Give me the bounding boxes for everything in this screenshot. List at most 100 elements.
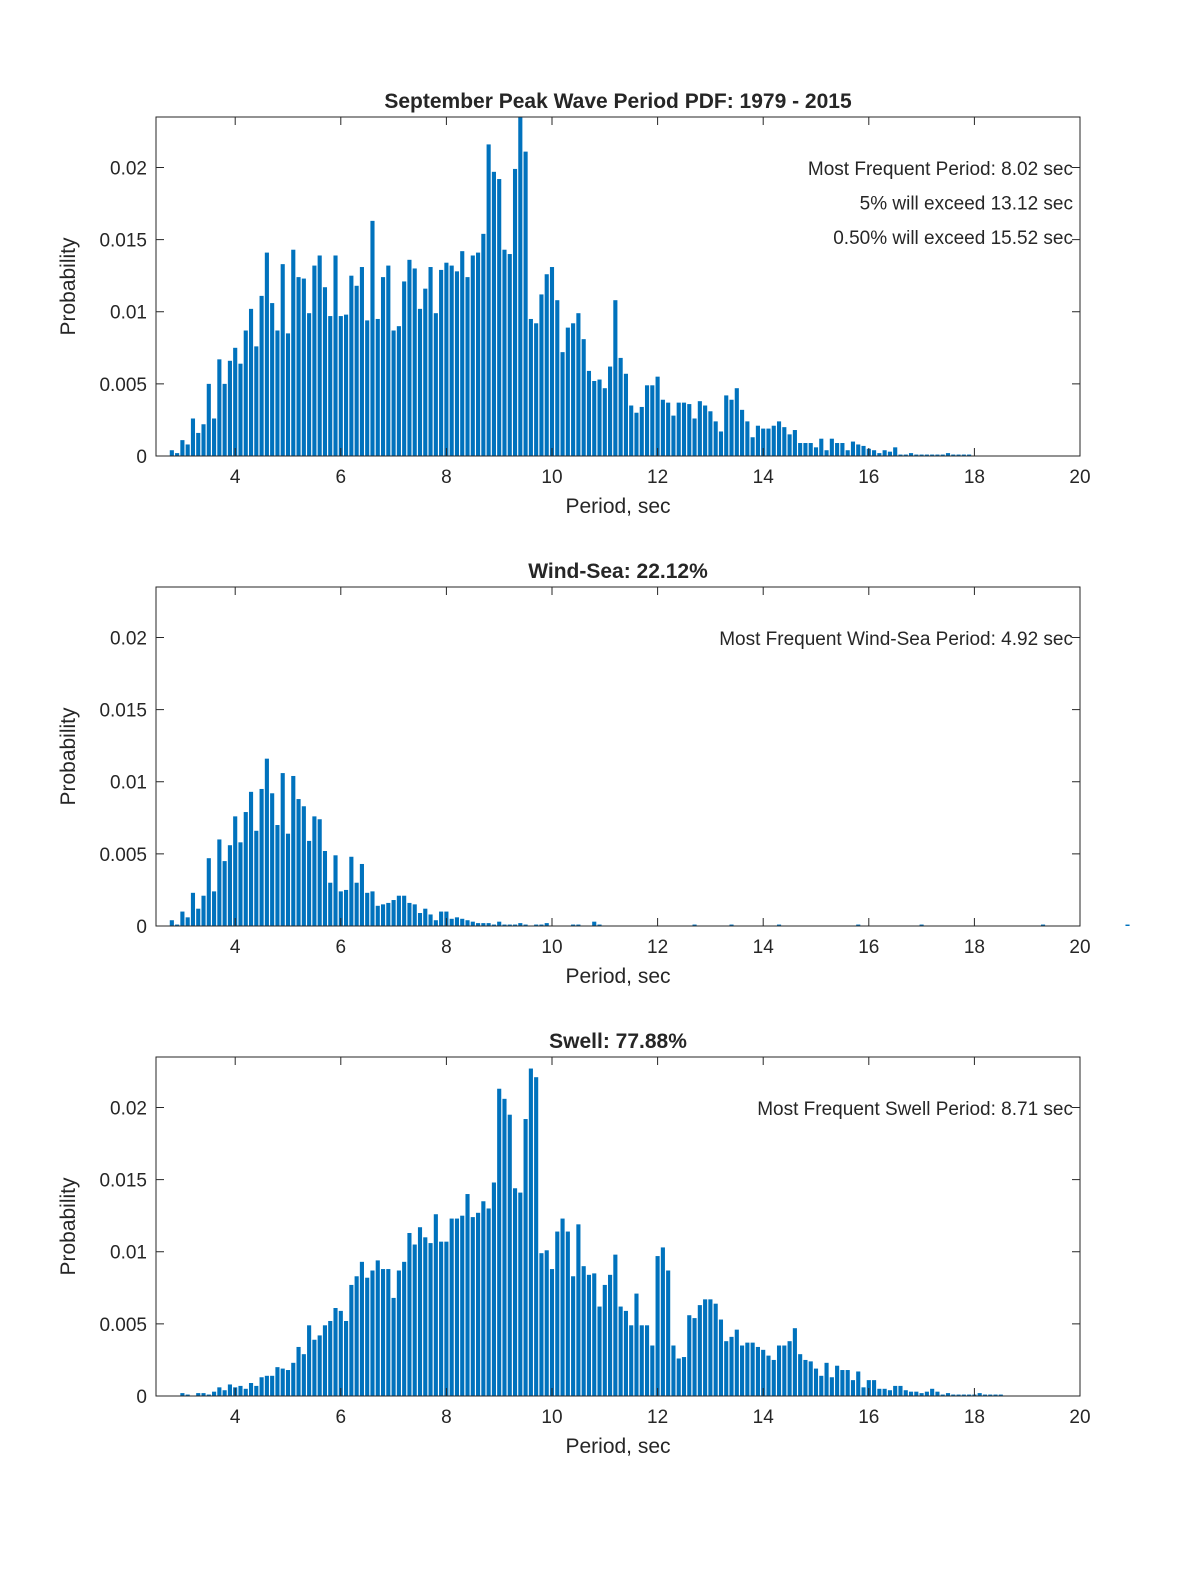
bar-series	[180, 1068, 1003, 1396]
bar	[803, 443, 808, 456]
bar	[460, 918, 465, 926]
bar	[354, 1276, 359, 1396]
annotation: 5% will exceed 13.12 sec	[860, 194, 1073, 215]
bar	[602, 388, 607, 456]
bar	[465, 1194, 470, 1396]
y-axis-label: Probability	[57, 237, 80, 336]
bar	[248, 1383, 254, 1396]
bar	[185, 1394, 190, 1396]
bar	[1040, 924, 1046, 926]
bar	[275, 1367, 280, 1396]
bar	[544, 1250, 549, 1396]
bar	[238, 842, 243, 926]
bar	[307, 313, 312, 456]
bar	[248, 308, 254, 456]
bar	[872, 450, 877, 456]
bar	[613, 1254, 618, 1396]
bar	[988, 1394, 993, 1396]
bar	[407, 1232, 412, 1396]
bar	[491, 1182, 496, 1396]
bar	[660, 399, 665, 456]
y-tick-label: 0.015	[99, 231, 147, 252]
bar-series	[169, 117, 972, 456]
bar	[1125, 924, 1130, 926]
bar	[465, 277, 470, 456]
bar	[465, 920, 470, 926]
bar	[428, 1243, 433, 1396]
bar	[243, 1388, 248, 1396]
bar	[507, 254, 512, 456]
bar	[708, 1299, 713, 1396]
bar	[317, 819, 322, 926]
bar	[380, 1269, 386, 1396]
bar	[718, 1319, 724, 1396]
x-tick-label: 16	[858, 467, 879, 488]
bar	[338, 1310, 343, 1396]
bar	[771, 1359, 776, 1396]
chart-title: Wind-Sea: 22.12%	[528, 560, 708, 583]
bar	[476, 1212, 481, 1396]
bar	[560, 352, 565, 456]
bar	[908, 453, 914, 456]
bar	[782, 427, 787, 456]
x-tick-label: 12	[647, 467, 668, 488]
bar	[502, 249, 507, 456]
bar	[919, 924, 924, 926]
bar	[687, 1315, 692, 1396]
bar	[359, 863, 364, 926]
bar	[380, 904, 386, 926]
bar	[571, 924, 576, 926]
bar	[956, 454, 961, 456]
bar	[808, 443, 813, 456]
bar	[655, 1256, 660, 1396]
bar	[312, 816, 317, 926]
bar	[349, 275, 354, 456]
bar	[967, 454, 972, 456]
bar	[222, 861, 227, 926]
bar	[893, 1385, 898, 1396]
bar	[201, 1393, 206, 1396]
bar	[544, 274, 549, 456]
bar	[782, 1345, 787, 1396]
bar	[497, 1088, 502, 1396]
bar	[354, 882, 359, 926]
bar	[798, 443, 803, 456]
bar	[644, 1325, 650, 1396]
bar	[581, 1266, 586, 1396]
bar	[449, 1218, 454, 1396]
bar	[180, 911, 185, 926]
bar	[750, 437, 755, 456]
y-tick-label: 0.02	[110, 158, 147, 179]
bar	[671, 415, 676, 456]
bar	[328, 316, 333, 456]
bar	[856, 444, 861, 456]
bar	[428, 914, 433, 926]
y-tick-label: 0	[136, 1387, 147, 1408]
bar	[703, 405, 708, 456]
bar	[254, 1385, 259, 1396]
bar	[285, 833, 291, 926]
bar	[312, 1339, 317, 1396]
bar	[444, 1241, 449, 1396]
bar	[518, 1192, 523, 1396]
bar	[697, 1305, 702, 1396]
bar	[238, 1385, 243, 1396]
bar	[322, 287, 328, 456]
bar	[344, 889, 349, 926]
bar	[592, 1273, 597, 1396]
bar	[481, 923, 486, 926]
bar	[655, 376, 660, 456]
bar	[676, 1358, 681, 1396]
bar	[344, 314, 349, 456]
x-tick-label: 6	[336, 937, 347, 958]
x-tick-label: 14	[753, 937, 775, 958]
bar	[755, 425, 760, 456]
bar	[829, 1377, 834, 1396]
bar	[206, 383, 211, 456]
y-tick-label: 0.01	[110, 773, 147, 794]
bar	[296, 277, 301, 456]
bar	[840, 443, 845, 456]
x-tick-label: 6	[336, 467, 347, 488]
bar	[433, 920, 438, 926]
